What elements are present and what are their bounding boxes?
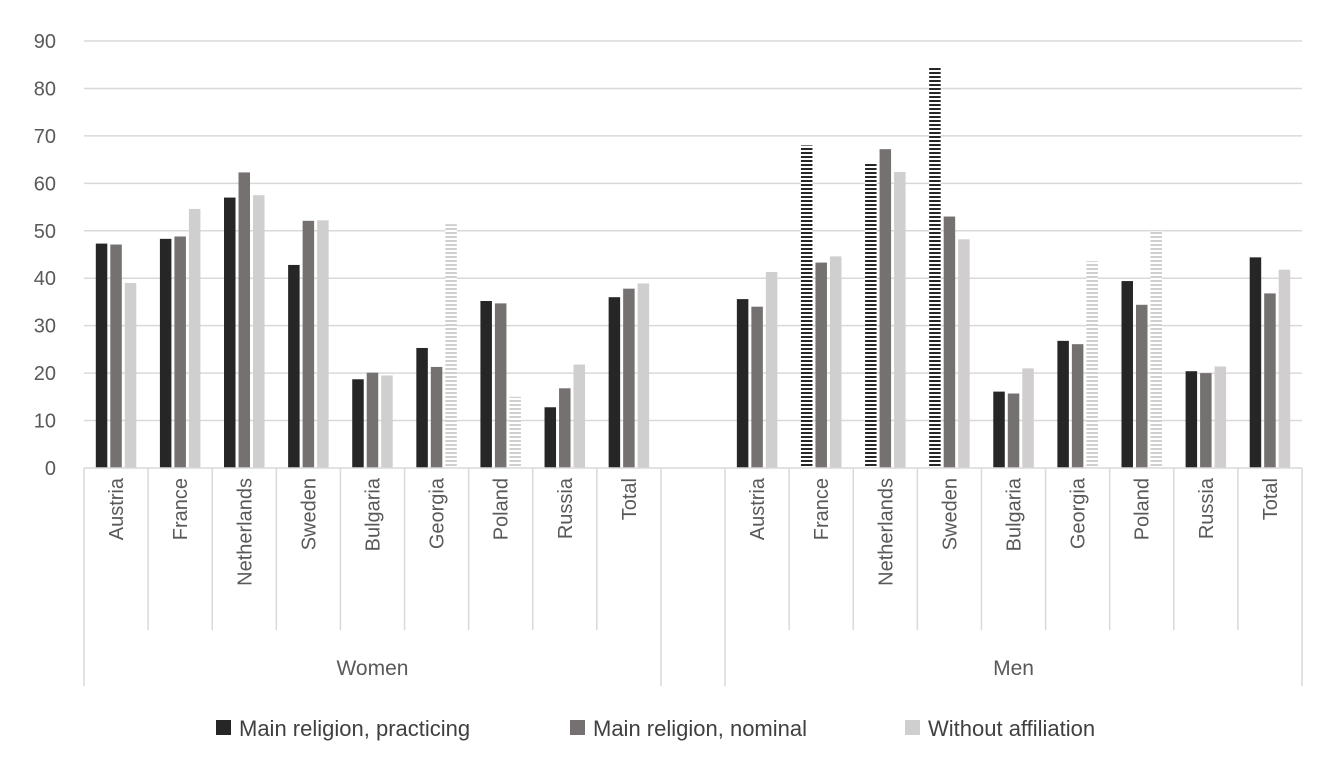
y-tick-label-80: 80: [34, 78, 56, 100]
legend-swatch-main-religion-practicing: [216, 720, 231, 735]
group-label-men: Men: [993, 657, 1034, 680]
category-label-women-austria: Austria: [106, 477, 128, 540]
bar-women-sweden-without-affiliation: [317, 220, 329, 468]
bar-women-total-main-religion-practicing: [608, 297, 621, 468]
bar-men-bulgaria-without-affiliation: [1022, 368, 1034, 468]
bars: [95, 67, 1291, 469]
y-tick-label-90: 90: [34, 31, 56, 53]
category-label-men-austria: Austria: [747, 477, 769, 540]
bar-women-bulgaria-main-religion-practicing: [352, 379, 364, 468]
bar-women-sweden-main-religion-nominal: [302, 220, 315, 468]
y-tick-label-20: 20: [34, 363, 56, 385]
category-axis: [83, 467, 1303, 686]
bar-women-netherlands-main-religion-practicing: [224, 197, 236, 468]
bar-men-georgia-without-affiliation: [1086, 261, 1098, 468]
bar-men-austria-main-religion-practicing: [736, 299, 749, 468]
y-tick-label-30: 30: [34, 316, 56, 338]
bar-men-poland-without-affiliation: [1150, 231, 1162, 468]
category-label-women-sweden: Sweden: [298, 478, 320, 550]
y-tick-label-10: 10: [34, 411, 56, 433]
group-labels: Women Men: [336, 657, 1033, 680]
bar-men-poland-main-religion-nominal: [1135, 304, 1148, 468]
bar-men-poland-main-religion-practicing: [1121, 281, 1133, 468]
bar-men-sweden-without-affiliation: [958, 239, 970, 468]
bar-men-france-main-religion-practicing: [800, 145, 813, 468]
category-label-women-netherlands: Netherlands: [234, 478, 256, 586]
bar-men-georgia-main-religion-nominal: [1071, 344, 1084, 468]
legend: Main religion, practicing Main religion, …: [216, 716, 1095, 741]
category-label-women-russia: Russia: [555, 477, 577, 539]
bar-men-austria-without-affiliation: [765, 272, 778, 468]
y-tick-label-50: 50: [34, 221, 56, 243]
bar-women-austria-main-religion-nominal: [110, 244, 122, 468]
bar-women-france-main-religion-nominal: [174, 236, 186, 468]
bar-women-netherlands-without-affiliation: [253, 195, 265, 468]
category-label-men-russia: Russia: [1196, 477, 1218, 539]
bar-women-bulgaria-main-religion-nominal: [366, 372, 379, 468]
bar-men-netherlands-main-religion-nominal: [879, 149, 892, 469]
bar-women-georgia-without-affiliation: [445, 224, 457, 468]
bar-women-austria-main-religion-practicing: [95, 243, 108, 468]
bar-women-poland-main-religion-practicing: [480, 301, 492, 468]
legend-label-without-affiliation: Without affiliation: [928, 716, 1095, 741]
category-label-men-georgia: Georgia: [1068, 477, 1090, 549]
category-label-women-france: France: [170, 478, 192, 540]
category-label-men-bulgaria: Bulgaria: [1004, 477, 1026, 551]
category-label-women-georgia: Georgia: [427, 477, 449, 549]
bar-men-netherlands-without-affiliation: [894, 171, 906, 468]
bar-men-sweden-main-religion-practicing: [929, 67, 941, 468]
bar-women-bulgaria-without-affiliation: [381, 375, 393, 468]
y-tick-label-40: 40: [34, 268, 56, 290]
y-tick-label-0: 0: [45, 458, 56, 480]
group-label-women: Women: [336, 657, 408, 680]
category-label-women-bulgaria: Bulgaria: [362, 477, 384, 551]
bar-men-russia-main-religion-practicing: [1185, 371, 1198, 468]
bar-women-france-main-religion-practicing: [159, 238, 172, 468]
category-label-men-poland: Poland: [1132, 478, 1154, 540]
bar-women-russia-without-affiliation: [573, 364, 586, 468]
bar-men-sweden-main-religion-nominal: [943, 216, 956, 468]
category-label-men-netherlands: Netherlands: [875, 478, 897, 586]
gridlines: [84, 40, 1302, 422]
category-label-women-poland: Poland: [491, 478, 513, 540]
bar-men-total-without-affiliation: [1278, 269, 1291, 468]
category-label-men-sweden: Sweden: [939, 478, 961, 550]
bar-women-georgia-main-religion-practicing: [416, 347, 428, 468]
bar-men-total-main-religion-nominal: [1264, 293, 1276, 468]
y-tick-label-70: 70: [34, 126, 56, 148]
bar-men-russia-without-affiliation: [1214, 366, 1227, 468]
category-labels: Austria France Netherlands Sweden Bulgaria Ge…: [106, 477, 1282, 586]
legend-label-main-religion-practicing: Main religion, practicing: [239, 716, 470, 741]
bar-men-austria-main-religion-nominal: [751, 306, 763, 468]
bar-women-russia-main-religion-practicing: [544, 407, 557, 468]
bar-men-france-main-religion-nominal: [815, 262, 827, 468]
bar-men-total-main-religion-practicing: [1249, 257, 1262, 468]
y-axis-tick-labels: 0 10 20 30 40 50 60 70 80 90: [34, 31, 56, 480]
bar-women-russia-main-religion-nominal: [559, 388, 571, 468]
bar-women-poland-without-affiliation: [509, 396, 521, 468]
bar-men-netherlands-main-religion-practicing: [865, 163, 877, 468]
bar-women-total-main-religion-nominal: [623, 288, 635, 468]
bar-men-bulgaria-main-religion-nominal: [1007, 393, 1020, 468]
bar-women-france-without-affiliation: [188, 208, 201, 468]
bar-women-netherlands-main-religion-nominal: [238, 172, 251, 469]
bar-men-france-without-affiliation: [829, 256, 842, 468]
bar-men-bulgaria-main-religion-practicing: [993, 391, 1005, 468]
y-tick-label-60: 60: [34, 173, 56, 195]
bar-men-georgia-main-religion-practicing: [1057, 340, 1069, 468]
bar-women-poland-main-religion-nominal: [494, 303, 507, 468]
bar-women-austria-without-affiliation: [124, 282, 137, 468]
bar-women-georgia-main-religion-nominal: [430, 366, 443, 468]
legend-swatch-without-affiliation: [905, 720, 920, 735]
bar-men-russia-main-religion-nominal: [1200, 373, 1212, 468]
legend-swatch-main-religion-nominal: [570, 720, 585, 735]
bar-women-total-without-affiliation: [637, 283, 650, 468]
category-label-women-total: Total: [619, 478, 641, 520]
category-label-men-total: Total: [1260, 478, 1282, 520]
legend-label-main-religion-nominal: Main religion, nominal: [593, 716, 807, 741]
category-label-men-france: France: [811, 478, 833, 540]
bar-women-sweden-main-religion-practicing: [288, 264, 300, 468]
